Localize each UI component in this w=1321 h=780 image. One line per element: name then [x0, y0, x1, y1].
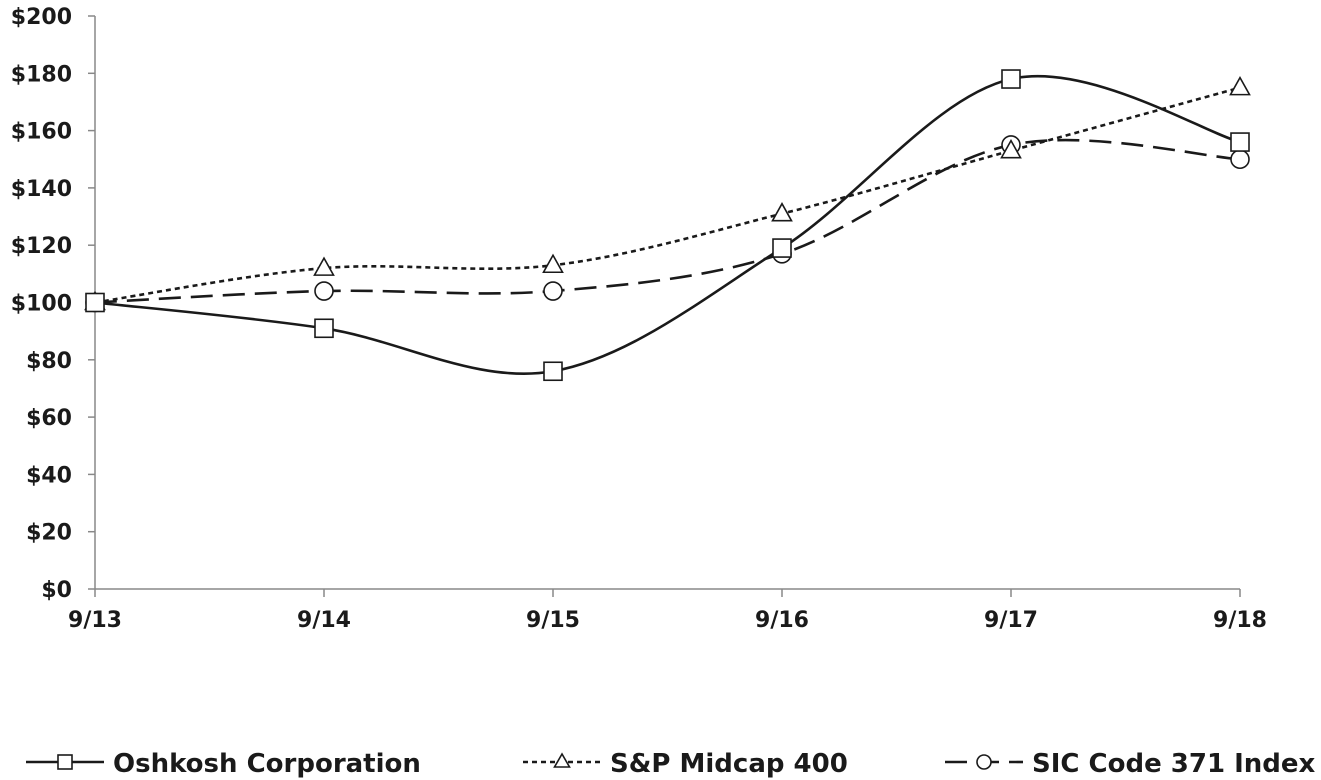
- y-tick-label: $0: [41, 578, 72, 603]
- series-line: [94, 74, 1241, 376]
- data-point: [1001, 69, 1021, 89]
- y-tick-label: $140: [11, 177, 72, 202]
- x-tick-label: 9/13: [68, 608, 122, 633]
- x-tick-label: 9/16: [755, 608, 809, 633]
- data-point: [543, 361, 563, 382]
- series-line: [94, 138, 1241, 304]
- data-point: [771, 202, 793, 222]
- legend-marker: [976, 754, 992, 770]
- x-tick-label: 9/14: [297, 608, 351, 633]
- series-line: [94, 86, 1241, 304]
- data-point: [313, 256, 335, 276]
- legend-label: Oshkosh Corporation: [113, 749, 421, 779]
- x-tick-label: 9/17: [984, 608, 1038, 633]
- data-point: [1230, 132, 1250, 152]
- y-tick-label: $100: [11, 292, 72, 317]
- data-point: [85, 292, 105, 313]
- y-tick-label: $40: [26, 463, 72, 488]
- axes: $0 $20 $40 $60 $80 $100 $120 $140 $160 $180 $200 9/…: [11, 5, 1267, 633]
- legend-label: SIC Code 371 Index: [1032, 749, 1316, 779]
- data-point: [772, 238, 792, 258]
- data-point: [314, 318, 334, 339]
- legend-label: S&P Midcap 400: [610, 749, 848, 779]
- x-tick-label: 9/18: [1213, 608, 1267, 633]
- series-lines: [94, 74, 1241, 376]
- y-tick-label: $60: [26, 406, 72, 431]
- y-tick-label: $160: [11, 120, 72, 145]
- y-tick-label: $200: [11, 5, 72, 30]
- y-tick-label: $80: [26, 349, 72, 374]
- legend-item: SIC Code 371 Index: [945, 749, 1316, 779]
- data-point: [314, 281, 334, 301]
- y-tick-label: $180: [11, 62, 72, 87]
- data-point: [1000, 139, 1022, 159]
- legend-marker: [553, 752, 571, 768]
- series-markers: [84, 69, 1251, 382]
- y-tick-label: $120: [11, 234, 72, 259]
- legend-marker: [57, 754, 73, 770]
- legend-item: S&P Midcap 400: [523, 749, 848, 779]
- data-point: [542, 253, 564, 274]
- legend-item: Oshkosh Corporation: [26, 749, 421, 779]
- data-point: [1230, 149, 1250, 170]
- y-tick-label: $20: [26, 521, 72, 546]
- data-point: [1229, 75, 1251, 96]
- x-tick-label: 9/15: [526, 608, 580, 633]
- legend: Oshkosh Corporation S&P Midcap 400 SIC Cod…: [26, 749, 1316, 779]
- data-point: [543, 281, 563, 301]
